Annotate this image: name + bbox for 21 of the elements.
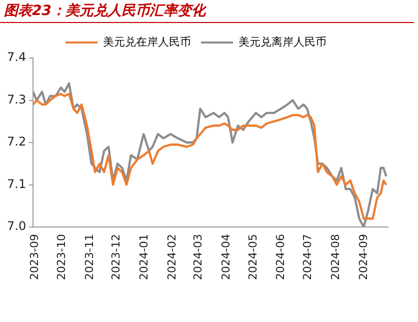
x-tick-label: 2023-10 xyxy=(54,234,68,280)
x-tick-label: 2024-06 xyxy=(274,234,288,280)
x-tick-label: 2024-02 xyxy=(165,234,178,280)
x-tick-label: 2024-08 xyxy=(328,234,342,280)
y-tick-label: 7.3 xyxy=(6,92,26,106)
x-tick-label: 2024-04 xyxy=(219,234,232,280)
y-tick-label: 7.4 xyxy=(6,50,26,64)
x-tick-label: 2024-03 xyxy=(191,234,204,280)
x-tick-label: 2024-05 xyxy=(246,234,260,280)
x-tick-label: 2024-09 xyxy=(356,234,370,280)
legend-label: 美元兑在岸人民币 xyxy=(103,35,191,48)
x-tick-label: 2023-09 xyxy=(28,234,41,280)
x-tick-label: 2023-12 xyxy=(110,234,123,280)
x-tick-label: 2024-07 xyxy=(301,234,314,280)
chart-title: 图表23：美元兑人民币汇率变化 xyxy=(0,0,414,23)
y-tick-label: 7.0 xyxy=(6,219,26,234)
x-tick-label: 2024-01 xyxy=(138,234,151,280)
y-tick-label: 7.2 xyxy=(6,134,26,149)
x-tick-label: 2023-11 xyxy=(82,234,96,280)
y-tick-label: 7.1 xyxy=(6,176,26,191)
legend-label: 美元兑离岸人民币 xyxy=(238,35,326,48)
